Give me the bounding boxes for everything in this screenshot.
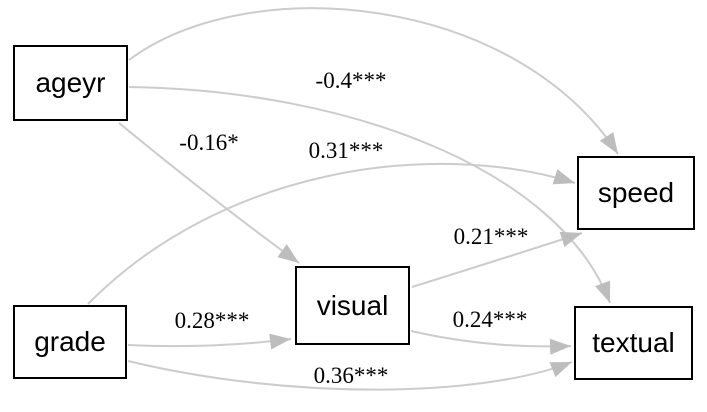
edge-ageyr-textual: [128, 86, 611, 304]
edge-label-grade-textual: 0.36***: [313, 363, 389, 388]
edge-visual-speed: [411, 231, 583, 288]
edge-ageyr-speed: [128, 7, 619, 155]
edge-label-visual-textual: 0.24***: [452, 307, 528, 332]
node-speed-label: speed: [597, 177, 675, 208]
edge-visual-textual: [410, 330, 572, 355]
edge-label-grade-speed: 0.31***: [308, 138, 384, 163]
edge-grade-textual: [127, 360, 573, 391]
node-speed: speed: [577, 156, 695, 230]
edge-label-grade-visual: 0.28***: [174, 308, 250, 333]
node-grade-label: grade: [34, 326, 106, 357]
node-visual-label: visual: [316, 289, 389, 321]
node-ageyr: ageyr: [13, 45, 128, 121]
edge-label-ageyr-textual: -0.4***: [315, 68, 387, 93]
edge-ageyr-visual: [118, 122, 300, 264]
edge-label-ageyr-visual: -0.16*: [179, 130, 239, 155]
edge-grade-speed: [87, 162, 576, 305]
node-textual-label: textual: [592, 327, 675, 358]
node-visual: visual: [295, 266, 410, 345]
node-grade: grade: [13, 305, 127, 379]
node-ageyr-label: ageyr: [35, 67, 106, 98]
edge-grade-visual: [127, 333, 292, 350]
edge-label-visual-speed: 0.21***: [453, 224, 529, 249]
node-textual: textual: [574, 306, 693, 380]
